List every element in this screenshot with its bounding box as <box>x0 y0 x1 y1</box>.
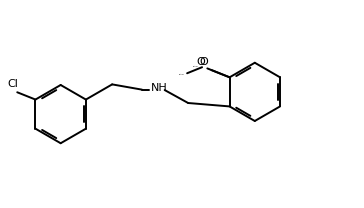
Text: Methoxy: Methoxy <box>193 66 199 67</box>
Text: Cl: Cl <box>7 79 18 89</box>
Text: O: O <box>197 57 205 67</box>
Text: Methoxy: Methoxy <box>179 73 185 75</box>
Text: NH: NH <box>151 83 168 93</box>
Text: O: O <box>199 57 208 67</box>
